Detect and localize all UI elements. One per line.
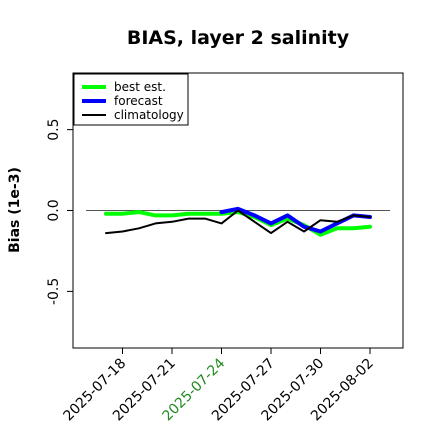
y-tick-label: -0.5 — [46, 278, 62, 305]
series-line-climatology — [105, 209, 371, 235]
legend-label: best est. — [114, 80, 166, 94]
chart-title: BIAS, layer 2 salinity — [127, 27, 350, 49]
y-tick-label: 0.5 — [46, 118, 62, 140]
legend-label: forecast — [114, 94, 163, 108]
x-axis: 2025-07-182025-07-212025-07-242025-07-27… — [60, 348, 377, 424]
y-tick-label: 0.0 — [46, 199, 62, 221]
y-axis-label: Bias (1e-3) — [7, 167, 23, 253]
series-layer — [104, 206, 372, 237]
y-axis: -0.5 0.0 0.5 — [46, 118, 73, 305]
series-line-best-est — [104, 210, 372, 237]
legend-label: climatology — [114, 108, 184, 122]
